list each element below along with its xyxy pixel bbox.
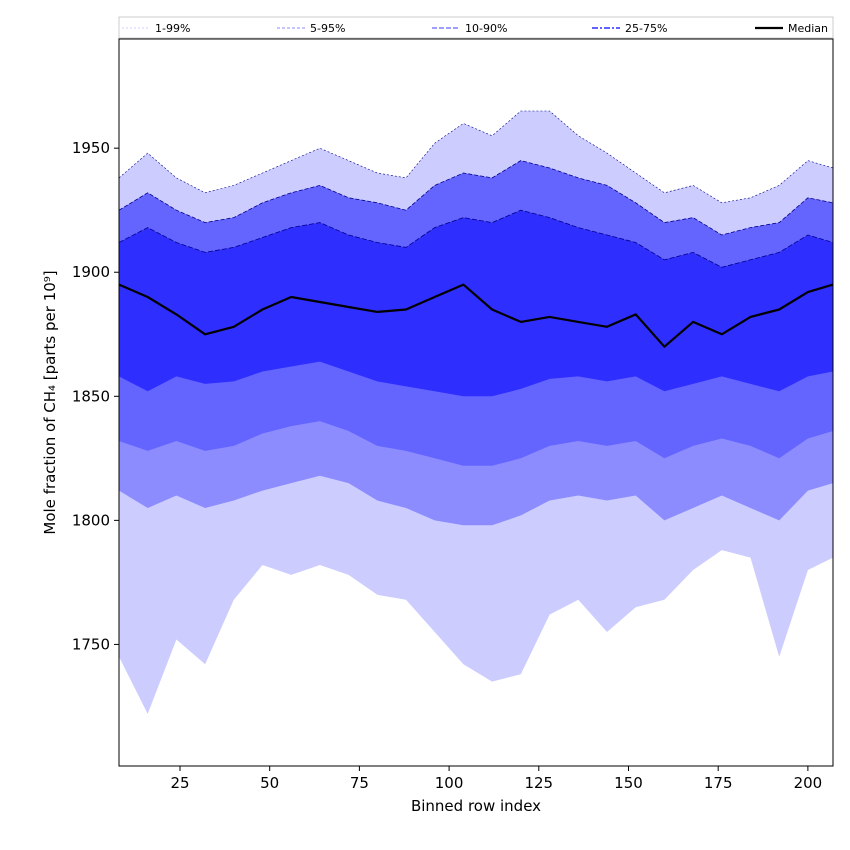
legend-box <box>118 16 834 39</box>
y-tick-label: 1900 <box>72 263 110 281</box>
edge-10-90-upper <box>118 160 834 236</box>
legend-label: 25-75% <box>625 22 667 35</box>
legend-label: 5-95% <box>310 22 345 35</box>
median-line <box>118 283 834 348</box>
x-tick-label: 150 <box>614 774 643 792</box>
y-tick-label: 1850 <box>72 387 110 405</box>
x-tick-label: 75 <box>350 774 369 792</box>
legend-label: 1-99% <box>155 22 190 35</box>
legend-label: 10-90% <box>465 22 507 35</box>
x-axis-label: Binned row index <box>411 797 541 815</box>
x-tick-label: 25 <box>170 774 189 792</box>
x-axis: 25 50 75 100 125 150 175 200 <box>170 766 822 792</box>
y-tick-label: 1750 <box>72 635 110 653</box>
x-tick-label: 50 <box>260 774 279 792</box>
legend: 1-99% 5-95% 10-90% 25-75% Median <box>118 16 834 39</box>
y-axis: 1750 1800 1850 1900 1950 <box>72 139 119 653</box>
x-tick-label: 175 <box>704 774 733 792</box>
edge-25-75-upper <box>118 209 834 268</box>
x-tick-label: 100 <box>435 774 464 792</box>
y-tick-label: 1950 <box>72 139 110 157</box>
band-25-75 <box>119 210 833 397</box>
edge-1-99-upper <box>118 110 834 204</box>
y-axis-label: Mole fraction of CH₄ [parts per 10⁹] <box>41 270 59 534</box>
y-tick-label: 1800 <box>72 511 110 529</box>
median-layer <box>118 283 834 348</box>
x-tick-label: 125 <box>524 774 553 792</box>
percentile-bands <box>118 110 834 714</box>
x-tick-label: 200 <box>794 774 823 792</box>
plot-frame <box>118 38 834 767</box>
legend-label: Median <box>788 22 828 35</box>
